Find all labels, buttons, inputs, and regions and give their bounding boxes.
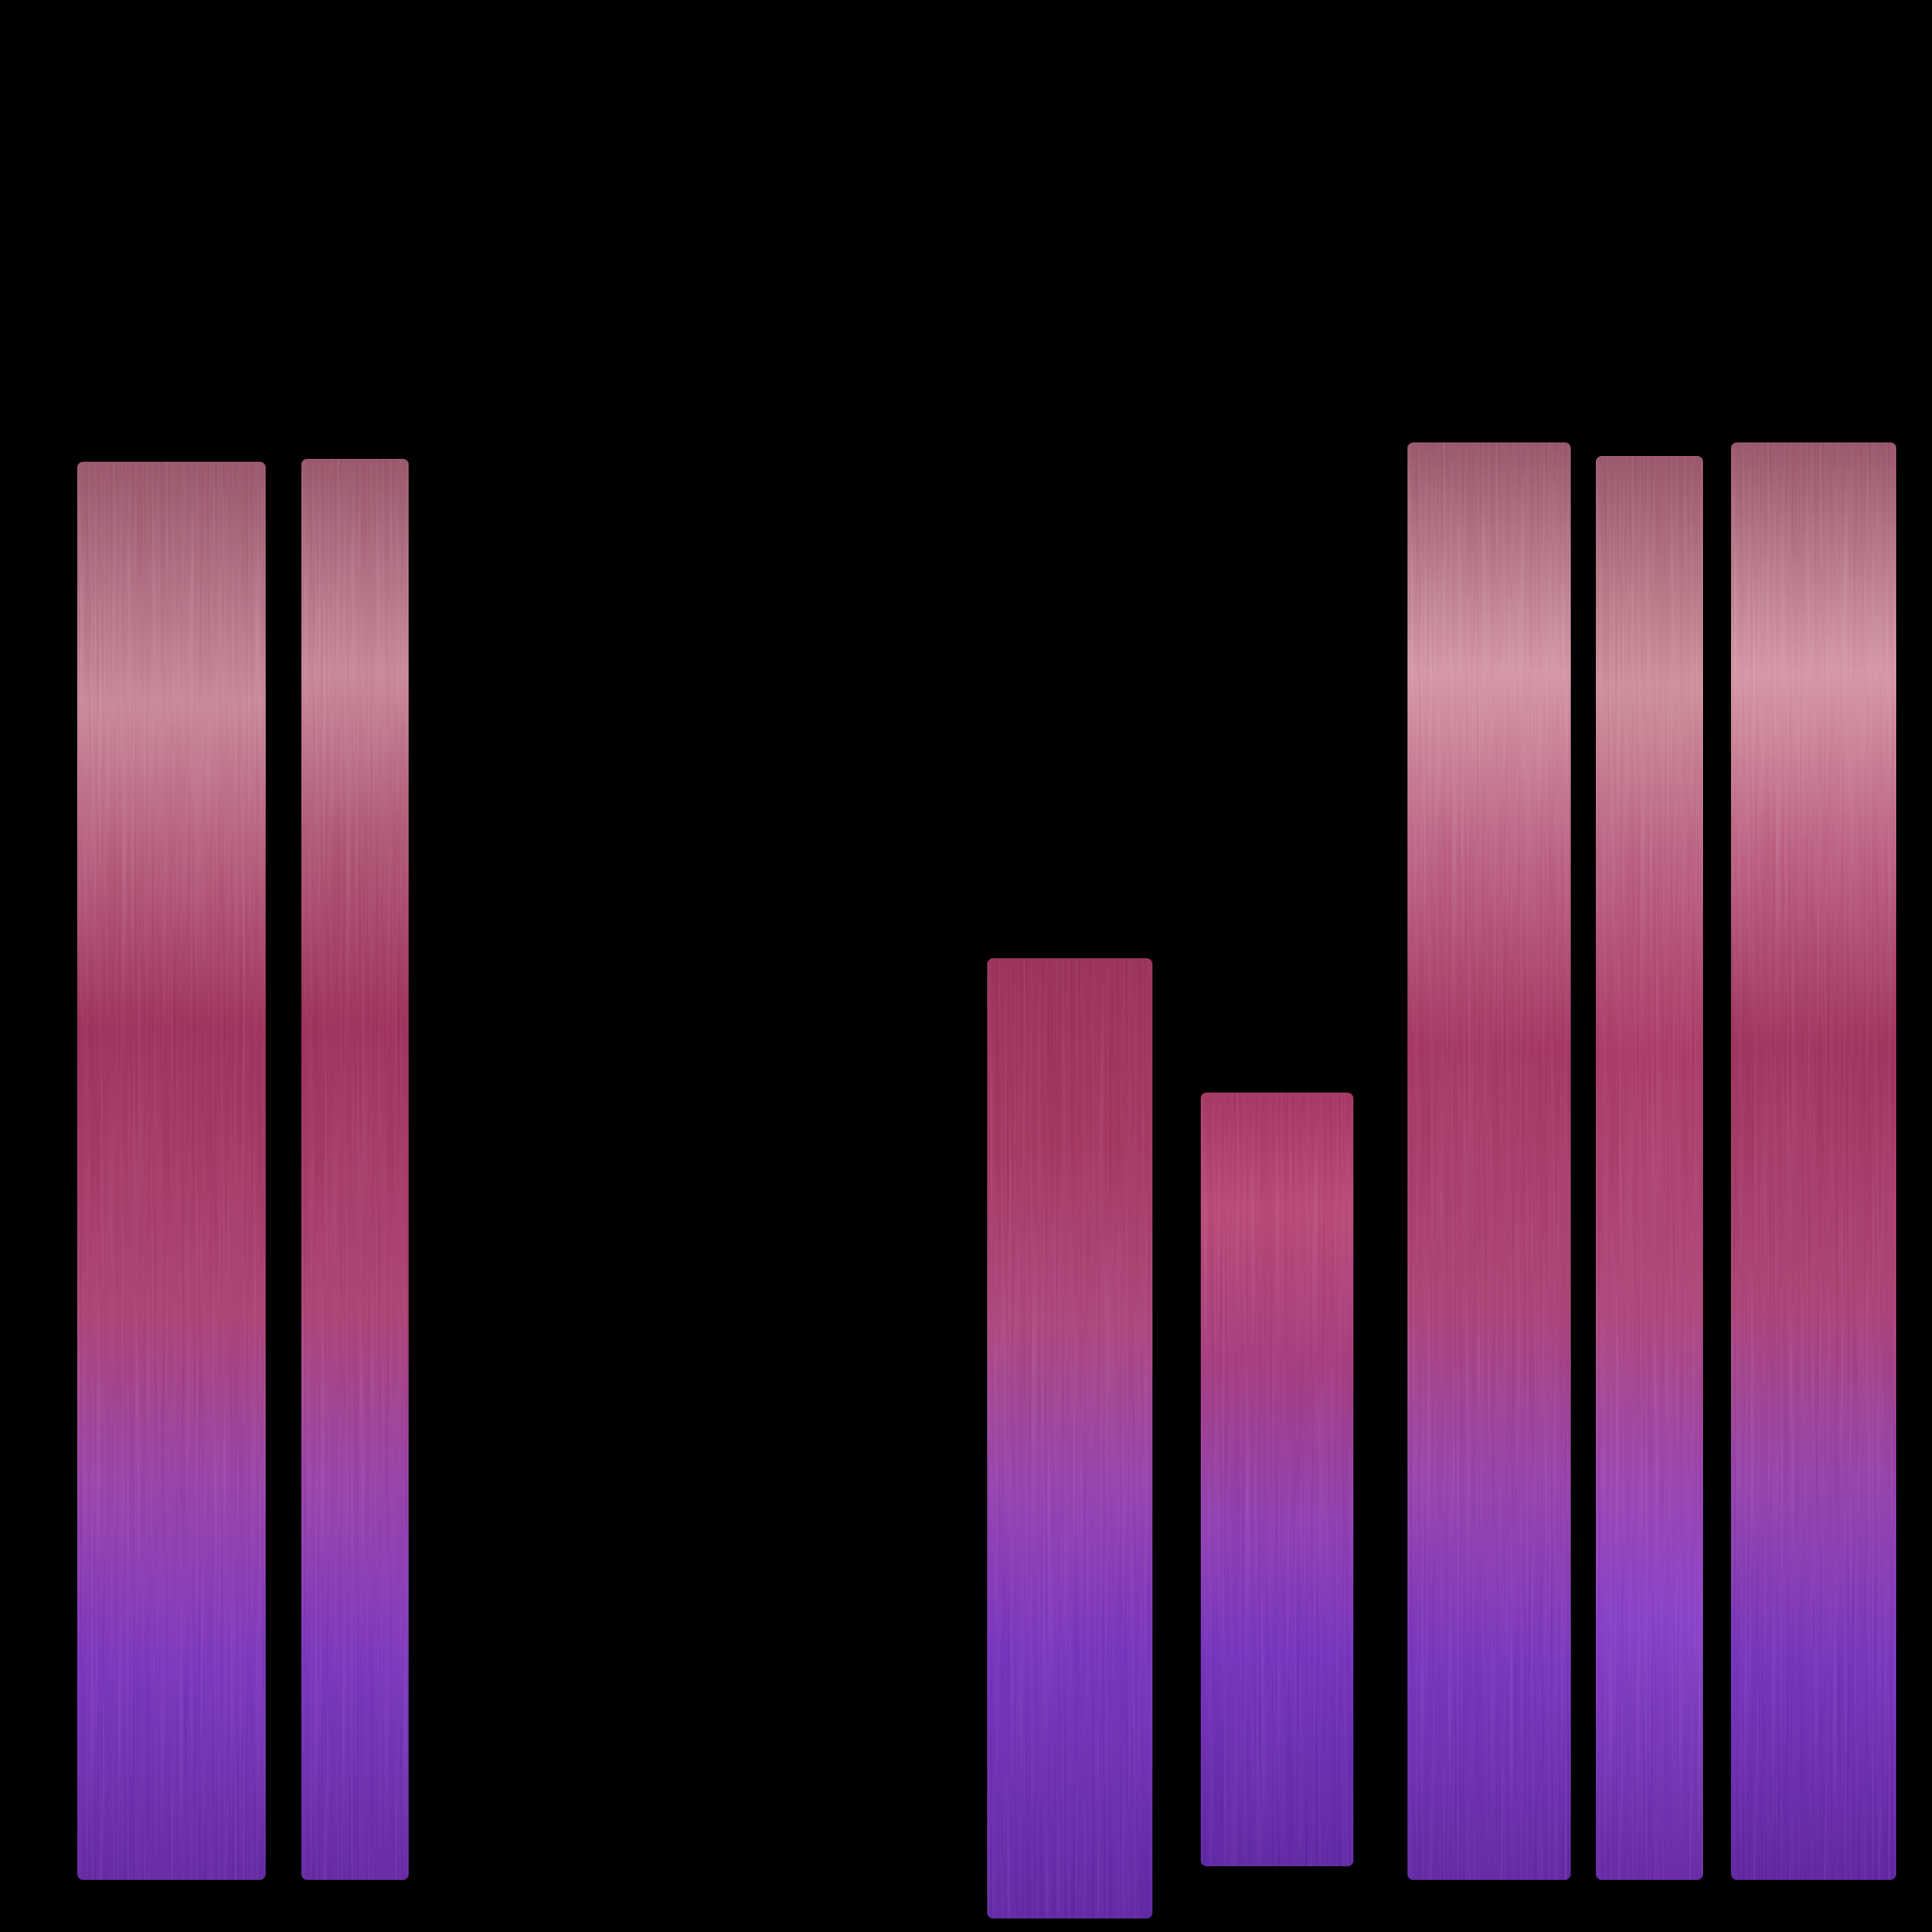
hair-swatch-3 — [987, 958, 1152, 1918]
hair-swatch-2 — [301, 459, 409, 1880]
hair-swatch-4 — [1201, 1093, 1353, 1866]
hair-strand-texture-fine — [987, 958, 1152, 1918]
hair-swatch-6 — [1596, 456, 1703, 1880]
hair-swatch-1 — [77, 462, 266, 1880]
hair-swatch-5 — [1407, 442, 1571, 1880]
hair-strand-texture-fine — [1731, 442, 1896, 1880]
hair-strand-texture-fine — [301, 459, 409, 1880]
hair-strand-texture-fine — [1201, 1093, 1353, 1866]
hair-swatch-7 — [1731, 442, 1896, 1880]
hair-strand-texture-fine — [77, 462, 266, 1880]
hair-strand-texture-fine — [1407, 442, 1571, 1880]
hair-strand-texture-fine — [1596, 456, 1703, 1880]
